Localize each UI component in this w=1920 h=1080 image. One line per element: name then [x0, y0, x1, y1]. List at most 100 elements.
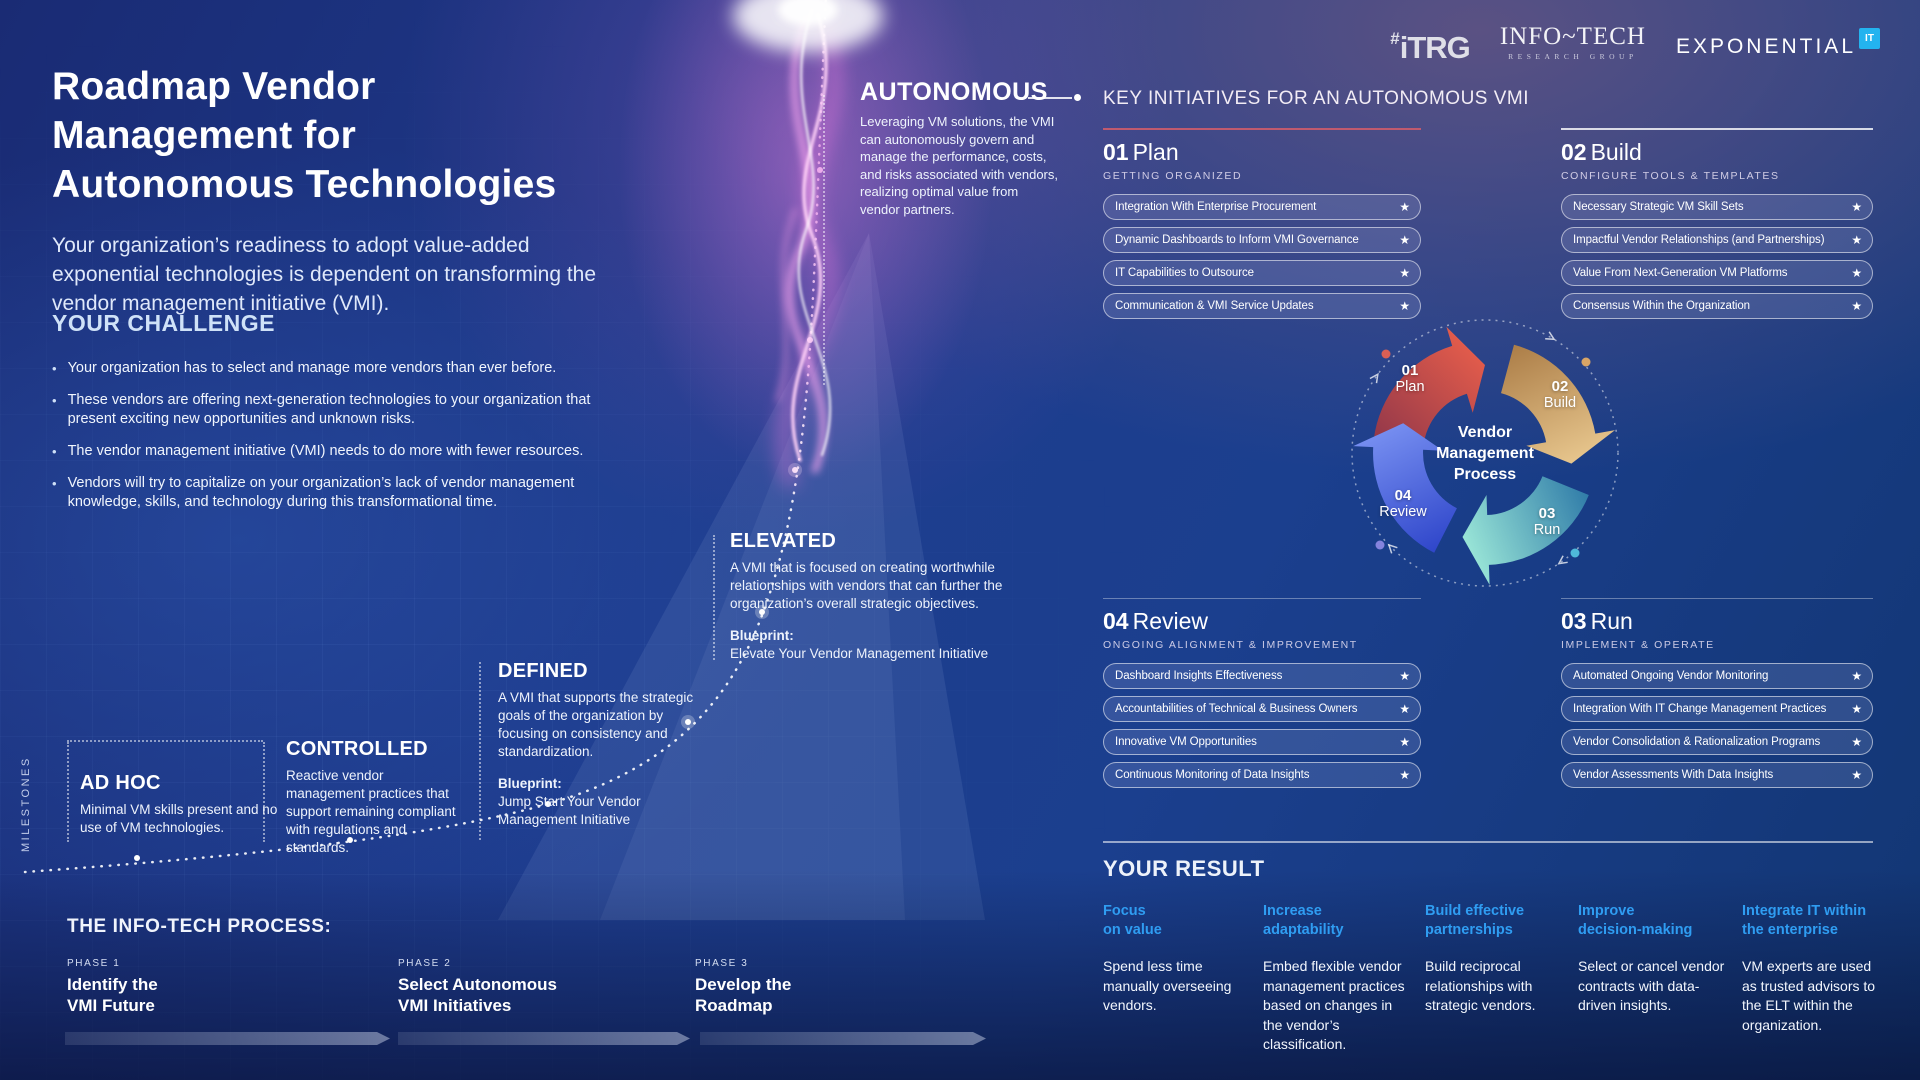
initiative-pill[interactable]: IT Capabilities to Outsource ★ — [1103, 260, 1421, 286]
result-divider — [1103, 841, 1873, 843]
your-challenge-heading: YOUR CHALLENGE — [52, 310, 275, 336]
star-icon: ★ — [1399, 233, 1410, 247]
itrg-hash: # — [1390, 29, 1400, 48]
initiative-label: Vendor Consolidation & Rationalization P… — [1573, 736, 1821, 748]
cycle-arrows-art — [1351, 319, 1619, 587]
itrg-logo: #iTRG — [1390, 22, 1471, 65]
phase-label: PHASE 3 — [695, 958, 749, 969]
milestone-controlled: CONTROLLED Reactive vendor management pr… — [286, 738, 464, 857]
initiative-label: Impactful Vendor Relationships (and Part… — [1573, 233, 1825, 246]
exponential-text: EXPONENTIAL — [1675, 35, 1856, 58]
initiative-pill[interactable]: Value From Next-Generation VM Platforms ★ — [1561, 259, 1873, 286]
cycle-center-line: Process — [1453, 466, 1517, 483]
initiative-pill[interactable]: Dashboard Insights Effectiveness ★ — [1103, 663, 1421, 689]
itrg-text: iTRG — [1399, 30, 1471, 65]
milestone-elevated: ELEVATED A VMI that is focused on creati… — [730, 530, 1025, 663]
result-title-line: on value — [1103, 922, 1162, 938]
initiative-pill[interactable]: Automated Ongoing Vendor Monitoring ★ — [1561, 663, 1873, 689]
phase-title: Develop the Roadmap — [695, 975, 792, 1015]
cycle-step-plan: 01 Plan — [1380, 362, 1440, 396]
blueprint-title: Elevate Your Vendor Management Initiativ… — [730, 646, 989, 661]
initiative-pill[interactable]: Integration With Enterprise Procurement ★ — [1103, 194, 1421, 220]
initiative-label: IT Capabilities to Outsource — [1115, 267, 1254, 279]
quadrant-subtitle: ONGOING ALIGNMENT & IMPROVEMENT — [1103, 639, 1358, 651]
initiative-pill[interactable]: Vendor Consolidation & Rationalization P… — [1561, 729, 1873, 755]
milestone-name: AUTONOMOUS — [860, 78, 1048, 106]
result-column-build-partnerships: Build effective partnerships Build recipr… — [1425, 902, 1567, 1016]
star-icon: ★ — [1399, 266, 1410, 280]
challenge-bullet: • The vendor management initiative (VMI) … — [52, 442, 610, 461]
phase-arrow-bar — [65, 1032, 390, 1045]
challenge-bullets: • Your organization has to select and man… — [52, 359, 610, 512]
result-column-increase-adaptability: Increase adaptability Embed flexible vend… — [1263, 902, 1413, 1055]
quadrant-rule — [1561, 598, 1873, 599]
quadrant-header: 01 Plan — [1103, 139, 1421, 166]
initiative-label: Communication & VMI Service Updates — [1115, 300, 1314, 312]
milestone-divider — [479, 662, 481, 840]
cycle-center-line: Vendor — [1457, 424, 1513, 441]
cycle-step-review: 04 Review — [1365, 488, 1441, 521]
initiative-pill[interactable]: Continuous Monitoring of Data Insights ★ — [1103, 762, 1421, 788]
quadrant-build: 02 Build CONFIGURE TOOLS & TEMPLATES Nece… — [1561, 128, 1873, 326]
star-icon: ★ — [1851, 735, 1862, 749]
blueprint-label: Blueprint: — [730, 628, 794, 643]
infotech-subtitle: RESEARCH GROUP — [1508, 52, 1638, 61]
result-title-line: the enterprise — [1742, 922, 1838, 938]
milestone-description: A VMI that is focused on creating worthw… — [730, 560, 1003, 611]
cycle-step-number: 01 — [1401, 362, 1419, 379]
initiative-pill[interactable]: Accountabilities of Technical & Business… — [1103, 696, 1421, 722]
result-title-line: Increase — [1263, 903, 1322, 919]
page-subtitle: Your organization’s readiness to adopt v… — [52, 234, 597, 315]
quadrant-subtitle: CONFIGURE TOOLS & TEMPLATES — [1561, 169, 1780, 182]
cycle-center-label: Vendor Management Process — [1425, 422, 1545, 485]
quadrant-subtitle: GETTING ORGANIZED — [1103, 170, 1243, 182]
milestone-ad-hoc: AD HOC Minimal VM skills present and no … — [80, 772, 280, 837]
initiative-pill[interactable]: Integration With IT Change Management Pr… — [1561, 696, 1873, 722]
milestone-name: ELEVATED — [730, 530, 837, 552]
phase-1: PHASE 1 Identify the VMI Future — [67, 958, 179, 1016]
initiative-label: Vendor Assessments With Data Insights — [1573, 769, 1774, 781]
title-line-2: Management for — [52, 114, 357, 157]
star-icon: ★ — [1399, 702, 1410, 716]
initiative-pill[interactable]: Dynamic Dashboards to Inform VMI Governa… — [1103, 227, 1421, 253]
cycle-step-name: Build — [1543, 395, 1577, 411]
page-title: Roadmap Vendor Management for Autonomous… — [52, 62, 597, 209]
bullet-text: Your organization has to select and mana… — [67, 360, 557, 376]
initiative-label: Dynamic Dashboards to Inform VMI Governa… — [1115, 234, 1359, 246]
result-title-line: decision-making — [1578, 922, 1693, 938]
infotech-name: INFO~TECH — [1499, 23, 1646, 50]
bullet-text: These vendors are offering next-generati… — [67, 392, 591, 427]
initiative-pill[interactable]: Innovative VM Opportunities ★ — [1103, 729, 1421, 755]
quadrant-header: 02 Build — [1561, 139, 1873, 166]
milestone-divider — [67, 740, 263, 742]
initiative-label: Value From Next-Generation VM Platforms — [1573, 266, 1788, 279]
initiative-pill[interactable]: Necessary Strategic VM Skill Sets ★ — [1561, 193, 1873, 220]
initiative-pill[interactable]: Vendor Assessments With Data Insights ★ — [1561, 762, 1873, 788]
quadrant-rule — [1103, 128, 1421, 130]
initiative-pill[interactable]: Communication & VMI Service Updates ★ — [1103, 293, 1421, 319]
initiative-label: Automated Ongoing Vendor Monitoring — [1573, 670, 1769, 682]
result-column-improve-decisions: Improve decision-making Select or cancel … — [1578, 902, 1728, 1016]
cycle-step-build: 02 Build — [1530, 378, 1590, 412]
initiative-pill[interactable]: Impactful Vendor Relationships (and Part… — [1561, 226, 1873, 253]
quadrant-run: 03 Run IMPLEMENT & OPERATE Automated Ongo… — [1561, 598, 1873, 795]
cycle-step-number: 02 — [1551, 378, 1569, 395]
quadrant-name: Plan — [1132, 139, 1179, 165]
phase-title: Identify the VMI Future — [67, 975, 158, 1015]
phase-title: Select Autonomous VMI Initiatives — [398, 975, 557, 1015]
result-body: VM experts are used as trusted advisors … — [1742, 958, 1876, 1033]
phase-label: PHASE 2 — [398, 958, 452, 969]
milestone-divider — [263, 742, 265, 842]
cycle-step-number: 03 — [1538, 505, 1556, 522]
star-icon: ★ — [1851, 768, 1862, 782]
result-title-line: Focus — [1103, 903, 1146, 919]
bullet-icon: • — [52, 361, 57, 376]
initiative-pill[interactable]: Consensus Within the Organization ★ — [1561, 292, 1873, 319]
process-heading: THE INFO-TECH PROCESS: — [67, 916, 332, 937]
cycle-step-name: Review — [1379, 504, 1427, 520]
result-title-line: adaptability — [1263, 922, 1344, 938]
cycle-step-run: 03 Run — [1517, 505, 1577, 539]
initiative-label: Accountabilities of Technical & Business… — [1115, 703, 1358, 715]
quadrant-rule — [1561, 128, 1873, 130]
